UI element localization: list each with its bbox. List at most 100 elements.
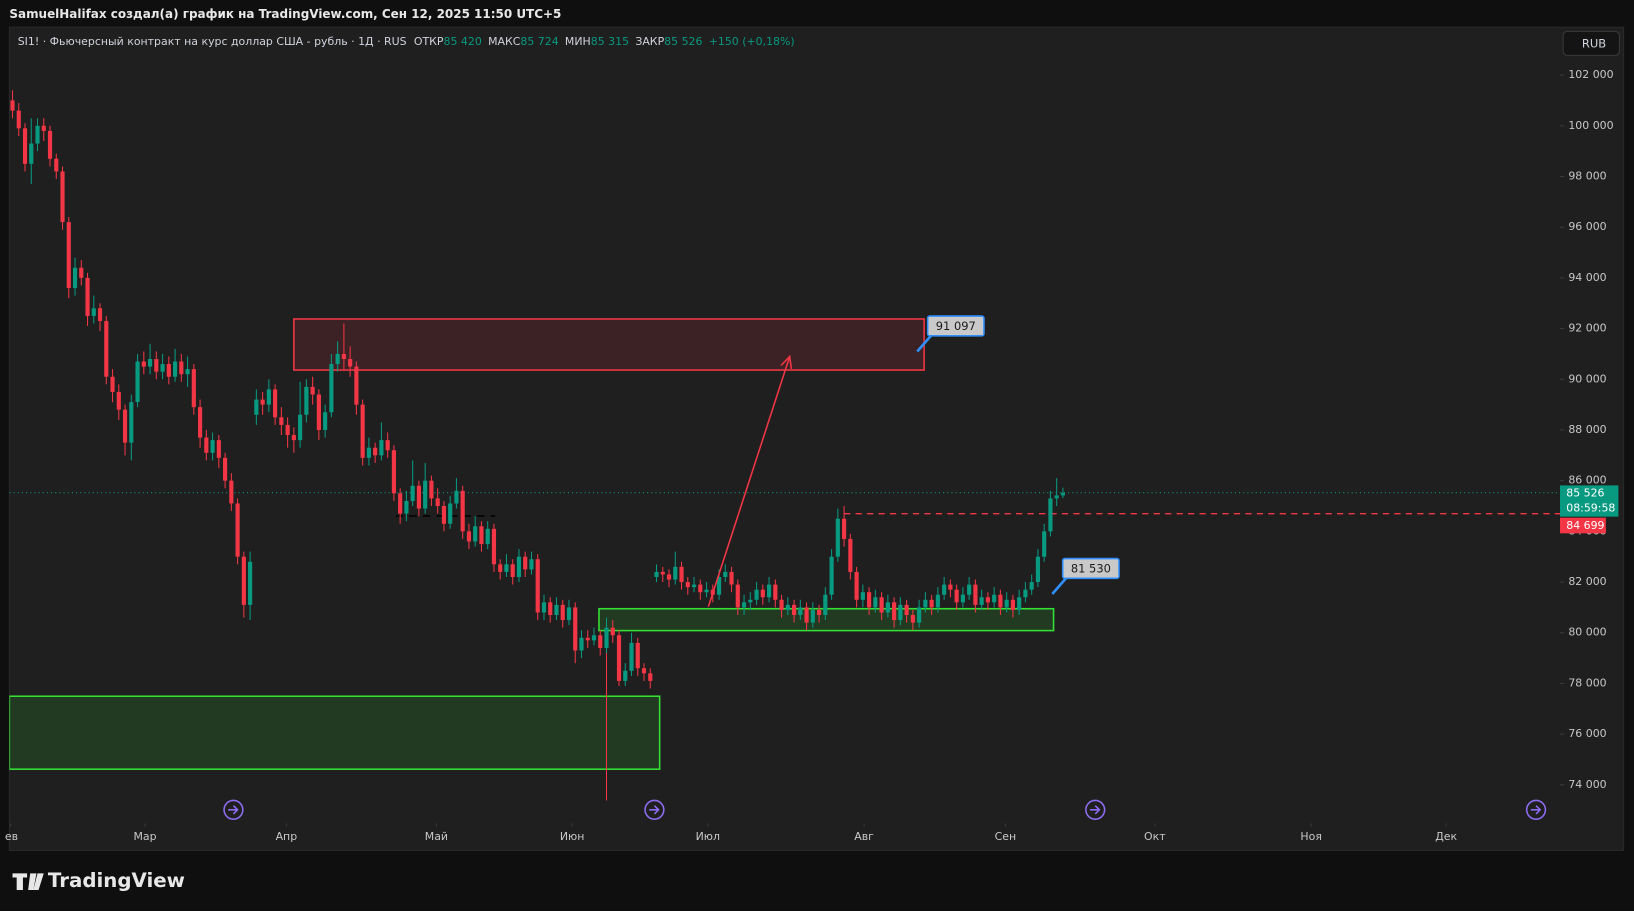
candle-body — [673, 566, 678, 580]
candle-body — [473, 526, 478, 542]
candle-body — [41, 125, 46, 131]
candle-body — [291, 435, 296, 441]
candle-body — [72, 267, 78, 289]
level-label: 84 699 — [1566, 519, 1604, 532]
event-icon[interactable] — [644, 799, 665, 820]
candle-body — [504, 564, 509, 572]
candle-body — [491, 528, 497, 565]
y-tick-label: 100 000 — [1568, 119, 1613, 132]
candle-body — [298, 414, 303, 441]
x-tick-label: Окт — [1144, 830, 1166, 843]
candle-body — [842, 518, 847, 539]
event-icon[interactable] — [1085, 799, 1106, 820]
candle-body — [510, 564, 515, 577]
level-box — [1560, 517, 1606, 534]
candle-body — [185, 369, 190, 375]
candle-body — [679, 566, 684, 583]
y-tick-label: 102 000 — [1568, 68, 1613, 81]
candle-body — [848, 538, 853, 572]
candle-body — [829, 556, 834, 595]
candle-body — [223, 457, 228, 481]
candle-body — [97, 308, 103, 321]
candle-body — [404, 500, 409, 514]
candle-body — [435, 498, 440, 507]
legend-text: ОТКР — [414, 35, 444, 48]
candle-body — [254, 399, 259, 415]
candle-body — [591, 635, 597, 641]
candle-body — [241, 556, 246, 605]
candle-body — [598, 635, 603, 648]
candle-body — [579, 637, 584, 651]
candle-body — [892, 602, 897, 621]
candle-body — [541, 602, 547, 613]
candle-body — [16, 110, 21, 129]
candle-body — [1017, 597, 1022, 610]
arrow-head — [780, 354, 793, 369]
candle-body — [316, 394, 321, 430]
candle-body — [141, 361, 146, 367]
event-arrow — [1530, 805, 1542, 815]
candle-body — [479, 526, 484, 545]
candle-body — [741, 602, 747, 608]
last-price-label: 85 526 — [1566, 487, 1604, 500]
candle-body — [160, 364, 165, 372]
event-icon[interactable] — [1525, 799, 1547, 820]
candle-body — [341, 353, 346, 359]
candle-body — [216, 440, 221, 458]
candle-body — [416, 485, 422, 509]
candle-body — [685, 582, 690, 588]
candle-body — [485, 528, 490, 545]
candle-body — [823, 594, 828, 616]
candle-body — [766, 584, 772, 598]
candle-body — [60, 171, 65, 223]
candle-body — [729, 571, 734, 585]
candle-body — [691, 584, 697, 588]
candle-body — [960, 594, 965, 603]
callout-label: 81 530 — [1071, 561, 1111, 575]
candle-body — [973, 584, 978, 605]
candle-body — [998, 594, 1003, 608]
candle-body — [529, 559, 534, 570]
y-tick-label: 74 000 — [1568, 778, 1606, 791]
candle-body — [954, 589, 959, 603]
candle-body — [104, 320, 109, 377]
legend-text: 85 724 — [520, 35, 558, 48]
candle-body — [798, 607, 803, 616]
candle-body — [91, 308, 96, 316]
candle-body — [410, 485, 415, 501]
candle-body — [748, 599, 753, 603]
candle-body — [79, 267, 84, 278]
legend-text: МАКС — [488, 35, 521, 48]
candle-body — [873, 597, 878, 608]
candle-body — [898, 604, 903, 621]
candle-body — [348, 358, 353, 367]
candle-body — [204, 437, 209, 453]
candle-body — [1004, 599, 1009, 608]
currency-button[interactable] — [1562, 30, 1620, 56]
candle-body — [323, 412, 328, 430]
candle-body — [885, 602, 890, 613]
candle-body — [523, 556, 528, 570]
candle-body — [879, 597, 884, 613]
candle-body — [279, 417, 284, 425]
candle-body — [54, 158, 59, 172]
candle-body — [723, 571, 728, 577]
legend-text: МИН — [565, 35, 591, 48]
candle-body — [235, 503, 240, 557]
candle-body — [360, 404, 365, 458]
candle-body — [629, 642, 634, 671]
candle-body — [429, 480, 434, 499]
candle-body — [210, 440, 215, 453]
last-price-box — [1560, 485, 1619, 517]
callout-pointer — [1051, 576, 1068, 595]
brand: TradingView — [48, 869, 185, 892]
event-icon[interactable] — [223, 799, 244, 820]
candle-body — [942, 584, 947, 595]
currency: RUB — [1582, 36, 1606, 50]
candle-body — [548, 602, 553, 616]
candle-body — [248, 561, 253, 605]
candle-body — [910, 615, 915, 623]
candle-body — [585, 637, 590, 641]
plot — [9, 90, 1561, 801]
